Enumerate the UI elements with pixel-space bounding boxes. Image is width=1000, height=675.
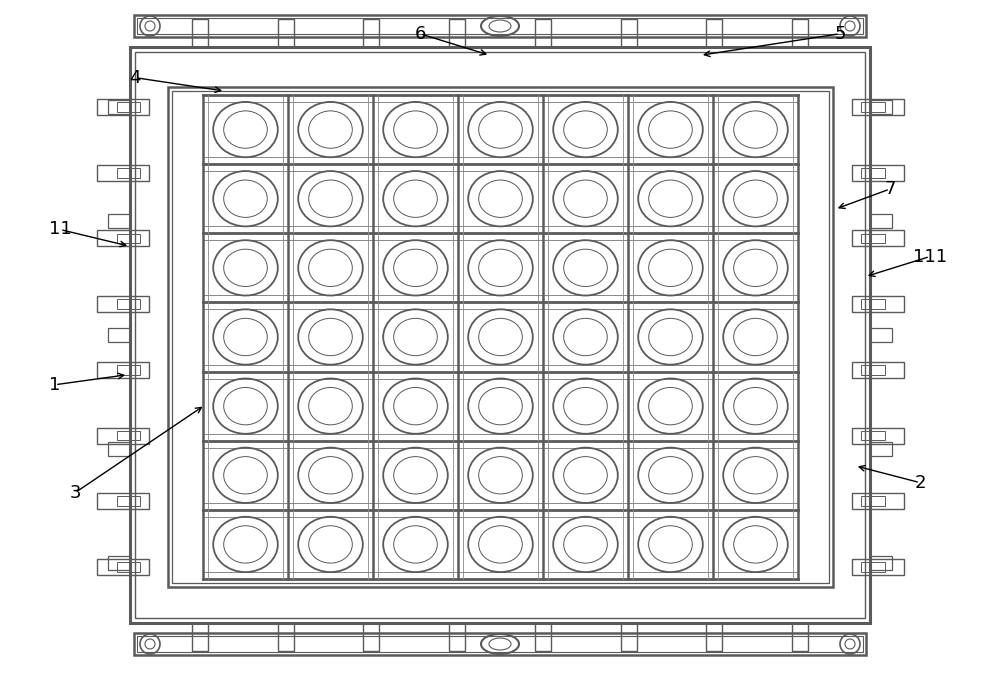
Bar <box>97 296 149 312</box>
Bar <box>108 556 130 570</box>
Bar <box>870 328 892 342</box>
Bar <box>861 234 885 243</box>
Bar <box>130 47 870 623</box>
Bar <box>621 623 637 651</box>
Bar <box>449 623 465 651</box>
Bar <box>108 328 130 342</box>
Bar <box>861 365 885 375</box>
Bar <box>117 299 140 309</box>
Bar <box>137 636 863 652</box>
Bar <box>363 19 379 47</box>
Bar <box>861 431 885 440</box>
Text: 7: 7 <box>884 180 896 198</box>
Bar <box>852 362 904 378</box>
Text: 3: 3 <box>69 484 81 502</box>
Bar <box>852 230 904 246</box>
Bar <box>134 15 866 37</box>
Bar <box>870 556 892 570</box>
Bar <box>852 165 904 181</box>
Bar <box>108 214 130 228</box>
Bar <box>706 19 722 47</box>
Bar <box>137 18 863 34</box>
Text: 4: 4 <box>129 69 141 86</box>
Bar <box>97 559 149 575</box>
Bar <box>172 91 829 583</box>
Bar <box>117 431 140 440</box>
Bar <box>97 165 149 181</box>
Bar <box>852 493 904 509</box>
Bar <box>108 442 130 456</box>
Bar <box>363 623 379 651</box>
Bar <box>97 427 149 443</box>
Bar <box>117 234 140 243</box>
Text: 111: 111 <box>913 248 947 265</box>
Bar <box>852 559 904 575</box>
Bar <box>852 296 904 312</box>
Bar <box>449 19 465 47</box>
Bar <box>117 168 140 178</box>
Bar <box>621 19 637 47</box>
Text: 2: 2 <box>914 474 926 491</box>
Bar <box>278 623 294 651</box>
Bar <box>97 493 149 509</box>
Bar <box>117 562 140 572</box>
Bar <box>861 562 885 572</box>
Bar <box>134 633 866 655</box>
Bar <box>168 87 833 587</box>
Bar <box>97 230 149 246</box>
Bar <box>861 497 885 506</box>
Bar <box>108 100 130 114</box>
Bar <box>706 623 722 651</box>
Bar <box>117 365 140 375</box>
Bar <box>192 623 208 651</box>
Bar <box>861 168 885 178</box>
Text: 11: 11 <box>49 221 71 238</box>
Bar <box>870 100 892 114</box>
Bar <box>861 299 885 309</box>
Bar <box>861 102 885 112</box>
Text: 5: 5 <box>834 25 846 43</box>
Bar <box>535 19 551 47</box>
Bar <box>792 623 808 651</box>
Bar <box>117 102 140 112</box>
Bar <box>192 19 208 47</box>
Bar <box>97 99 149 115</box>
Bar <box>97 362 149 378</box>
Bar <box>792 19 808 47</box>
Text: 6: 6 <box>414 25 426 43</box>
Bar <box>870 442 892 456</box>
Bar <box>278 19 294 47</box>
Bar <box>852 427 904 443</box>
Bar <box>852 99 904 115</box>
Bar <box>117 497 140 506</box>
Bar <box>535 623 551 651</box>
Bar <box>870 214 892 228</box>
Text: 1: 1 <box>49 376 61 394</box>
Bar <box>135 52 865 618</box>
